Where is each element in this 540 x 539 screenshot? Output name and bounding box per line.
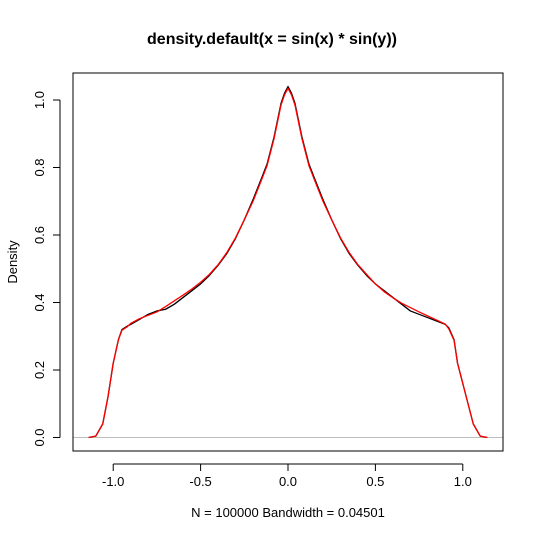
y-tick-label: 0.4 [32,293,47,311]
axes: -1.0 -0.5 0.0 0.5 1.0 0.0 0.2 0.4 0.6 0.8 1.0 [32,91,472,489]
series-group [88,85,488,439]
y-axis-label: Density [5,240,20,284]
x-tick-label: 0.0 [279,474,297,489]
y-tick-label: 0.2 [32,361,47,379]
density-curve-black [88,85,488,439]
x-axis-label: N = 100000 Bandwidth = 0.04501 [191,505,385,520]
density-curve-red [88,87,488,439]
y-tick-label: 0.0 [32,428,47,446]
chart-title: density.default(x = sin(x) * sin(y)) [147,31,397,48]
y-tick-label: 1.0 [32,91,47,109]
plot-frame [72,72,504,452]
x-tick-label: 0.5 [366,474,384,489]
x-tick-label: 1.0 [454,474,472,489]
y-tick-label: 0.6 [32,226,47,244]
x-tick-label: -0.5 [189,474,211,489]
x-tick-label: -1.0 [102,474,124,489]
y-tick-label: 0.8 [32,158,47,176]
